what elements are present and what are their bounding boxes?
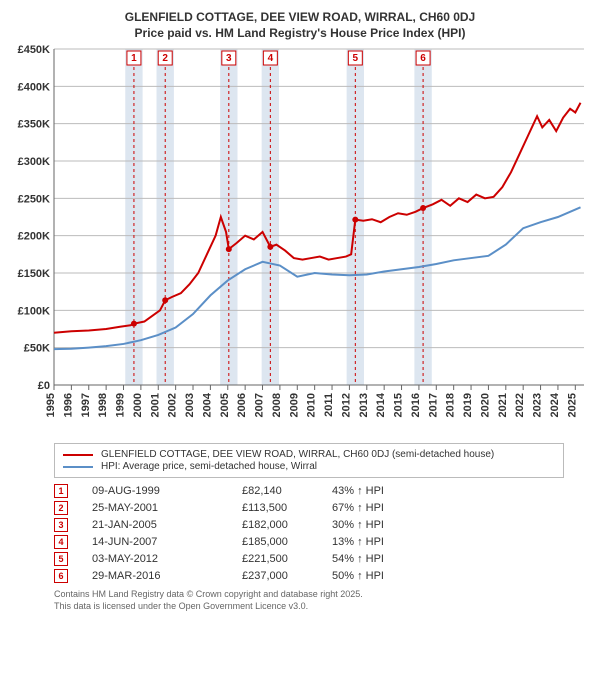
svg-text:1997: 1997 <box>80 393 92 417</box>
svg-text:2022: 2022 <box>514 393 526 417</box>
svg-text:4: 4 <box>268 53 274 64</box>
svg-text:2019: 2019 <box>462 393 474 417</box>
svg-text:2005: 2005 <box>219 393 231 417</box>
footer-line1: Contains HM Land Registry data © Crown c… <box>54 589 590 601</box>
svg-text:1996: 1996 <box>62 393 74 417</box>
svg-text:2017: 2017 <box>427 393 439 417</box>
attribution-footer: Contains HM Land Registry data © Crown c… <box>54 589 590 612</box>
sales-row: 2 25-MAY-2001£113,50067% ↑ HPI <box>54 501 590 515</box>
sale-number-marker: 6 <box>54 569 68 583</box>
svg-text:2001: 2001 <box>149 393 161 417</box>
legend-label: GLENFIELD COTTAGE, DEE VIEW ROAD, WIRRAL… <box>101 449 494 460</box>
sale-delta: 50% ↑ HPI <box>332 570 432 582</box>
svg-text:2006: 2006 <box>236 393 248 417</box>
sale-delta: 54% ↑ HPI <box>332 553 432 565</box>
title-line1: GLENFIELD COTTAGE, DEE VIEW ROAD, WIRRAL… <box>10 10 590 26</box>
sale-price: £185,000 <box>242 536 332 548</box>
svg-text:2018: 2018 <box>445 393 457 417</box>
svg-text:£250K: £250K <box>18 194 50 206</box>
sale-date: 14-JUN-2007 <box>92 536 242 548</box>
sale-price: £182,000 <box>242 519 332 531</box>
legend-item: HPI: Average price, semi-detached house,… <box>63 461 555 472</box>
svg-text:5: 5 <box>353 53 359 64</box>
legend-swatch <box>63 454 93 456</box>
sale-delta: 13% ↑ HPI <box>332 536 432 548</box>
svg-text:2008: 2008 <box>271 393 283 417</box>
svg-text:£450K: £450K <box>18 45 50 56</box>
sale-price: £237,000 <box>242 570 332 582</box>
sales-table: 1 09-AUG-1999£82,14043% ↑ HPI 2 25-MAY-2001… <box>54 484 590 583</box>
svg-text:2000: 2000 <box>132 393 144 417</box>
svg-text:2023: 2023 <box>532 393 544 417</box>
sale-number-marker: 1 <box>54 484 68 498</box>
svg-text:2014: 2014 <box>375 392 387 417</box>
legend-swatch <box>63 466 93 468</box>
svg-text:£150K: £150K <box>18 268 50 280</box>
svg-text:1995: 1995 <box>45 393 57 417</box>
svg-text:£100K: £100K <box>18 306 50 318</box>
svg-text:2016: 2016 <box>410 393 422 417</box>
sales-row: 5 03-MAY-2012£221,50054% ↑ HPI <box>54 552 590 566</box>
svg-text:2010: 2010 <box>306 393 318 417</box>
svg-text:1: 1 <box>131 53 137 64</box>
svg-text:£300K: £300K <box>18 156 50 168</box>
svg-text:£350K: £350K <box>18 119 50 131</box>
svg-text:£200K: £200K <box>18 231 50 243</box>
title-line2: Price paid vs. HM Land Registry's House … <box>10 26 590 42</box>
svg-text:2025: 2025 <box>566 393 578 417</box>
sale-price: £82,140 <box>242 485 332 497</box>
svg-text:2015: 2015 <box>393 393 405 417</box>
svg-text:1998: 1998 <box>97 393 109 417</box>
svg-text:2009: 2009 <box>288 393 300 417</box>
legend-label: HPI: Average price, semi-detached house,… <box>101 461 317 472</box>
svg-text:2004: 2004 <box>201 392 213 417</box>
sale-date: 29-MAR-2016 <box>92 570 242 582</box>
sale-date: 25-MAY-2001 <box>92 502 242 514</box>
svg-text:£0: £0 <box>38 380 50 392</box>
svg-text:2003: 2003 <box>184 393 196 417</box>
sale-delta: 43% ↑ HPI <box>332 485 432 497</box>
svg-text:2002: 2002 <box>167 393 179 417</box>
svg-text:2011: 2011 <box>323 393 335 417</box>
sales-row: 3 21-JAN-2005£182,00030% ↑ HPI <box>54 518 590 532</box>
svg-text:2021: 2021 <box>497 393 509 417</box>
sale-date: 03-MAY-2012 <box>92 553 242 565</box>
sales-row: 4 14-JUN-2007£185,00013% ↑ HPI <box>54 535 590 549</box>
sale-number-marker: 5 <box>54 552 68 566</box>
sale-number-marker: 3 <box>54 518 68 532</box>
price-chart: £0 £50K £100K £150K £200K £250K £300K £350K £400… <box>10 45 590 435</box>
svg-text:6: 6 <box>420 53 426 64</box>
svg-text:2: 2 <box>162 53 168 64</box>
svg-text:2007: 2007 <box>254 393 266 417</box>
sales-row: 6 29-MAR-2016£237,00050% ↑ HPI <box>54 569 590 583</box>
chart-title: GLENFIELD COTTAGE, DEE VIEW ROAD, WIRRAL… <box>10 10 590 41</box>
sale-delta: 30% ↑ HPI <box>332 519 432 531</box>
svg-text:£400K: £400K <box>18 82 50 94</box>
sale-delta: 67% ↑ HPI <box>332 502 432 514</box>
legend-item: GLENFIELD COTTAGE, DEE VIEW ROAD, WIRRAL… <box>63 449 555 460</box>
sale-price: £221,500 <box>242 553 332 565</box>
sale-number-marker: 2 <box>54 501 68 515</box>
sale-date: 21-JAN-2005 <box>92 519 242 531</box>
svg-text:£50K: £50K <box>24 343 50 355</box>
sale-number-marker: 4 <box>54 535 68 549</box>
sale-price: £113,500 <box>242 502 332 514</box>
sale-date: 09-AUG-1999 <box>92 485 242 497</box>
svg-text:1999: 1999 <box>115 393 127 417</box>
svg-text:2024: 2024 <box>549 392 561 417</box>
sales-row: 1 09-AUG-1999£82,14043% ↑ HPI <box>54 484 590 498</box>
footer-line2: This data is licensed under the Open Gov… <box>54 601 590 613</box>
svg-text:3: 3 <box>226 53 232 64</box>
svg-text:2020: 2020 <box>479 393 491 417</box>
legend: GLENFIELD COTTAGE, DEE VIEW ROAD, WIRRAL… <box>54 443 564 478</box>
svg-text:2012: 2012 <box>340 393 352 417</box>
svg-text:2013: 2013 <box>358 393 370 417</box>
